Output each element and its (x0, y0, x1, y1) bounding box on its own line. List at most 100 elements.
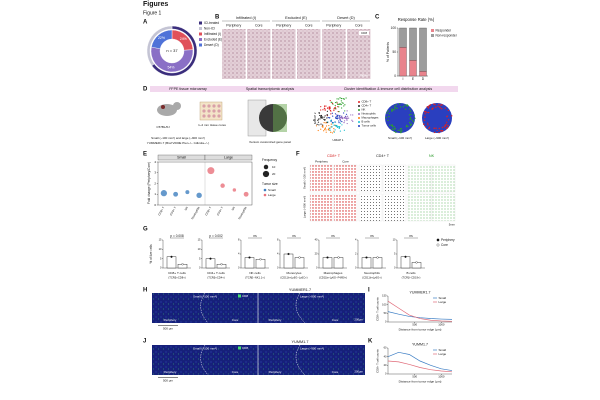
chart-title: YUMMER1.7 (410, 290, 431, 294)
tissue-cell (399, 129, 401, 132)
umap-point (330, 119, 332, 121)
legend-label: Neutrophils (362, 112, 377, 116)
stain-box (238, 346, 241, 350)
legend-label: NK (362, 108, 366, 112)
umap-point (329, 117, 331, 119)
umap-point (325, 105, 327, 107)
umap-point (328, 124, 330, 127)
tissue-cell (400, 130, 402, 133)
tissue-cell (441, 108, 443, 110)
tissue-cell (423, 123, 425, 125)
umap-point (324, 118, 326, 121)
tissue-cell (409, 110, 412, 112)
bar-segment (409, 27, 417, 61)
tissue-cell (447, 119, 450, 121)
tissue-cell (391, 124, 393, 127)
x-tick-label: NK (230, 206, 235, 211)
legend-label: B cells (362, 120, 371, 124)
region-label: Periphery (269, 318, 282, 322)
tissue-cell (426, 106, 429, 108)
tissue-cell (395, 104, 398, 106)
tissue-core (202, 109, 206, 113)
y-tick-label: 10 (393, 238, 396, 242)
umap-point (320, 123, 322, 125)
bar-marker (220, 263, 223, 266)
umap-point (346, 122, 348, 125)
umap-point (320, 109, 322, 111)
umap-point (323, 122, 325, 124)
umap-point (328, 106, 330, 108)
x-tick-label: E (412, 77, 415, 81)
umap-point (323, 130, 325, 132)
y-tick-label: 5 (160, 256, 162, 260)
region-label: Core (332, 370, 339, 374)
tissue-core (207, 114, 211, 118)
tissue-cell (388, 115, 390, 118)
umap-point (339, 122, 342, 124)
y-tick-label: 0 (199, 266, 201, 270)
tissue-cell (400, 106, 402, 108)
panel-letter: B (215, 15, 220, 21)
spatial-map (382, 193, 407, 222)
umap-point (331, 121, 334, 124)
tissue-cell (428, 127, 430, 130)
donut-value-label: 22% (158, 36, 165, 40)
tissue-cell (394, 105, 396, 107)
tissue-cell (401, 129, 403, 132)
tissue-cell (391, 110, 393, 112)
tissue-cell (432, 107, 434, 109)
umap-point (338, 106, 340, 108)
tissue-cell (410, 123, 413, 125)
umap-point (317, 121, 320, 123)
umap-point (322, 126, 324, 128)
umap-point (343, 122, 345, 124)
group-header (204, 154, 253, 161)
spatial-map (407, 193, 432, 222)
umap-point (339, 103, 341, 105)
tissue-cell (392, 125, 394, 128)
plot-subtitle: (TCRβ+CD8+) (168, 276, 185, 280)
scale-label: 500 μm (163, 378, 174, 382)
stain-box (359, 31, 369, 35)
tissue-cell (445, 127, 448, 130)
umap-point (345, 113, 348, 115)
umap-point (330, 101, 332, 103)
umap-point (341, 102, 343, 104)
tissue-cell (427, 106, 430, 109)
umap-point (334, 129, 336, 131)
bubble (196, 192, 202, 199)
bar-marker (326, 256, 329, 259)
umap-point (330, 120, 332, 122)
tissue-cell (427, 124, 429, 126)
tissue-cell (393, 109, 396, 111)
legend-label: Infiltrated (I) (204, 32, 221, 36)
umap-point (329, 107, 331, 109)
umap-point (327, 129, 330, 131)
umap-point (314, 122, 316, 124)
tissue-cell (405, 126, 408, 128)
legend-dot (358, 105, 360, 107)
umap-point (336, 118, 339, 120)
bar-marker (365, 256, 368, 259)
tissue-core (202, 114, 206, 118)
umap-point (335, 124, 337, 127)
y-tick-label: 5 (199, 256, 201, 260)
y-tick-label: 1 (154, 192, 156, 196)
mouse-head (173, 102, 181, 110)
y-tick-label: 150 (382, 294, 387, 298)
bar-segment (399, 27, 407, 48)
umap-point (342, 98, 345, 100)
umap-point (324, 108, 326, 110)
tissue-cell (435, 127, 437, 129)
chart-title: YUMM1.7 (412, 342, 428, 346)
donut-segment (146, 25, 173, 66)
stat-label: ns (253, 234, 257, 238)
tissue-cell (446, 115, 448, 117)
tissue-cell (438, 131, 440, 134)
bar (333, 257, 344, 269)
umap-point (317, 118, 320, 120)
y-tick-label: 0 (316, 266, 318, 270)
umap-point (332, 123, 334, 125)
region-label: Periphery (269, 370, 282, 374)
bar-segment (409, 60, 417, 77)
